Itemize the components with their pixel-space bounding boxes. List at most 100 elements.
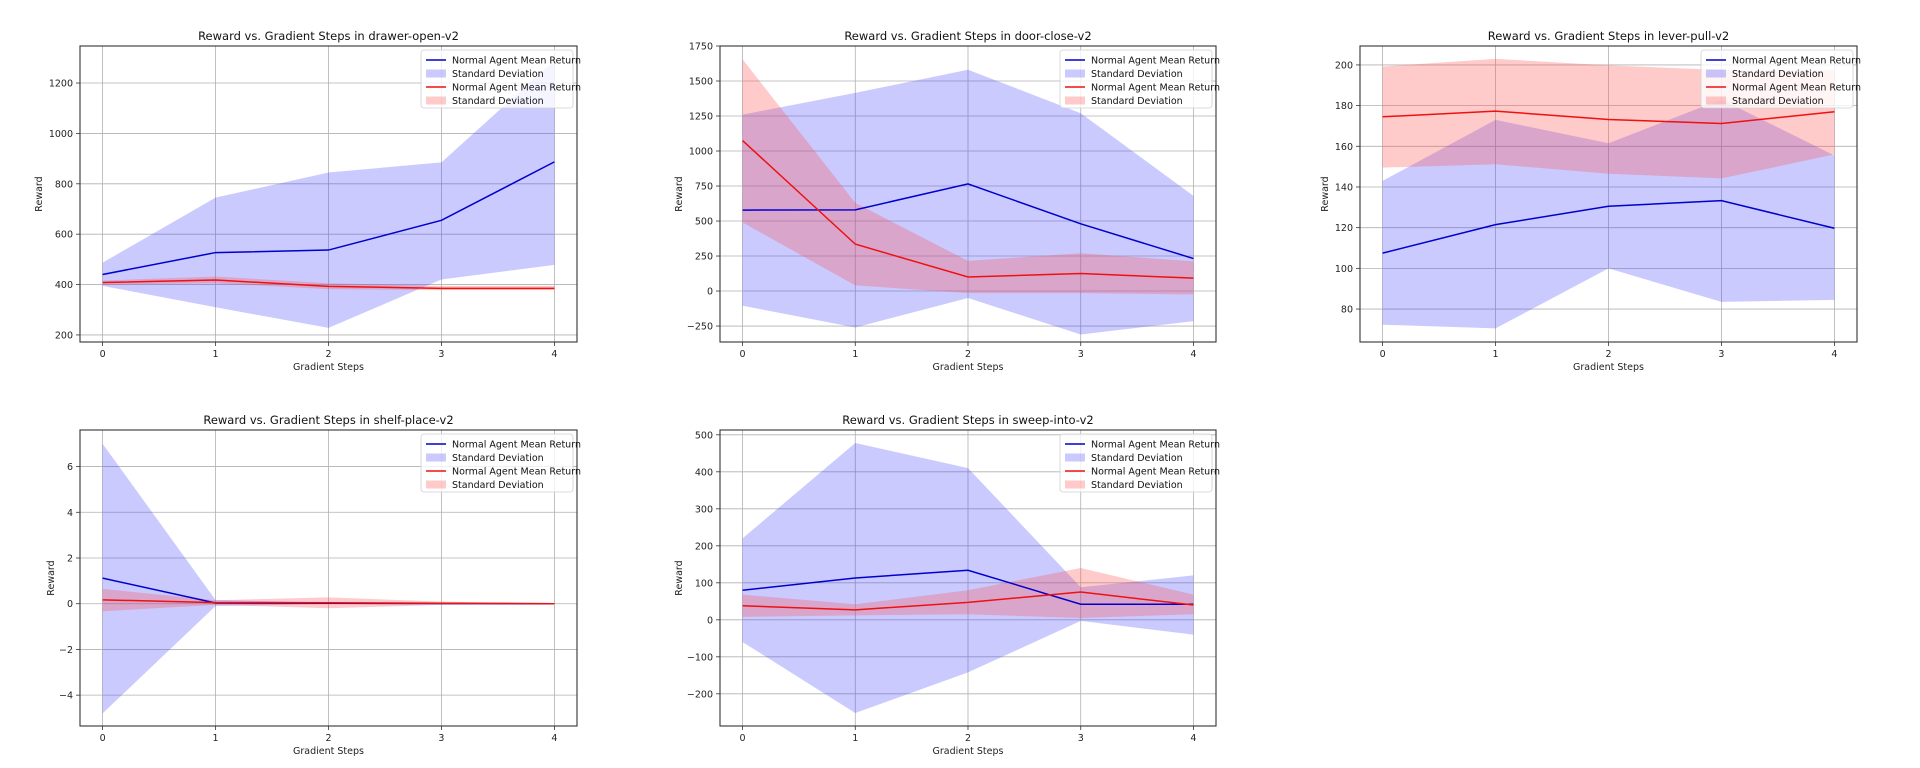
y-tick-label: 1750: [689, 42, 713, 53]
x-tick-label: 2: [1605, 349, 1611, 360]
legend-label: Normal Agent Mean Return: [452, 440, 581, 451]
x-tick-label: 2: [325, 733, 331, 744]
y-tick-label: 120: [1335, 223, 1353, 234]
x-tick-label: 0: [740, 349, 746, 360]
x-tick-label: 3: [438, 733, 444, 744]
y-tick-label: −4: [59, 691, 73, 702]
x-tick-label: 3: [1078, 733, 1084, 744]
chart-title: Reward vs. Gradient Steps in lever-pull-…: [1488, 29, 1730, 43]
y-tick-label: 500: [695, 217, 713, 228]
x-tick-label: 3: [1078, 349, 1084, 360]
y-tick-label: 0: [707, 287, 713, 298]
y-tick-label: 140: [1335, 182, 1353, 193]
legend-patch-swatch: [1065, 96, 1085, 105]
legend-label: Standard Deviation: [1091, 480, 1183, 491]
y-tick-label: 0: [67, 599, 73, 610]
x-tick-label: 2: [965, 733, 971, 744]
y-tick-label: 180: [1335, 101, 1353, 112]
y-tick-label: 160: [1335, 142, 1353, 153]
legend-label: Normal Agent Mean Return: [1091, 440, 1220, 451]
x-tick-label: 1: [1493, 349, 1499, 360]
y-tick-label: 1000: [49, 129, 73, 140]
mean-line-0: [102, 161, 555, 276]
y-tick-label: 800: [55, 179, 73, 190]
x-tick-label: 4: [1190, 349, 1196, 360]
y-axis-label: Reward: [674, 560, 685, 595]
legend-label: Standard Deviation: [1732, 69, 1824, 80]
chart-2: 0 1 2 3 4 80 100 120 140 160 180 200 Reward vs. Grad…: [1320, 29, 1861, 373]
y-axis-label: Reward: [34, 176, 45, 211]
legend-patch-swatch: [1065, 69, 1085, 78]
x-tick-label: 0: [100, 349, 106, 360]
legend-label: Standard Deviation: [452, 96, 544, 107]
y-tick-label: −250: [687, 322, 713, 333]
y-tick-label: 1250: [689, 112, 713, 123]
legend-label: Standard Deviation: [1091, 96, 1183, 107]
x-axis-label: Gradient Steps: [1573, 362, 1644, 373]
legend: Normal Agent Mean Return Standard Deviati…: [420, 433, 581, 493]
x-tick-label: 1: [213, 733, 219, 744]
x-tick-label: 4: [551, 733, 557, 744]
x-tick-label: 3: [438, 349, 444, 360]
y-tick-label: 4: [67, 508, 73, 519]
legend: Normal Agent Mean Return Standard Deviati…: [420, 49, 581, 109]
y-tick-label: 750: [695, 182, 713, 193]
x-tick-label: 1: [213, 349, 219, 360]
y-tick-label: 200: [55, 330, 73, 341]
x-tick-label: 0: [1380, 349, 1386, 360]
chart-title: Reward vs. Gradient Steps in drawer-open…: [198, 29, 459, 43]
y-tick-label: −100: [687, 652, 713, 663]
std-band-0: [102, 443, 555, 714]
x-tick-label: 4: [551, 349, 557, 360]
legend-label: Normal Agent Mean Return: [1732, 83, 1861, 94]
legend-patch-swatch: [1706, 69, 1726, 78]
std-band-0: [102, 60, 555, 328]
legend-label: Normal Agent Mean Return: [1732, 56, 1861, 67]
mean-line-1: [742, 591, 1194, 611]
chart-title: Reward vs. Gradient Steps in sweep-into-…: [842, 413, 1093, 427]
y-tick-label: 1200: [49, 79, 73, 90]
legend-label: Standard Deviation: [1091, 453, 1183, 464]
legend-label: Normal Agent Mean Return: [1091, 83, 1220, 94]
y-axis-label: Reward: [674, 176, 685, 211]
legend-box: [1059, 433, 1213, 493]
y-tick-label: 100: [695, 578, 713, 589]
mean-line-1: [742, 139, 1194, 279]
x-axis-label: Gradient Steps: [933, 362, 1004, 373]
x-axis-label: Gradient Steps: [933, 746, 1004, 757]
legend-label: Normal Agent Mean Return: [452, 467, 581, 478]
x-tick-label: 2: [325, 349, 331, 360]
legend-patch-swatch: [426, 96, 446, 105]
legend-label: Normal Agent Mean Return: [1091, 56, 1220, 67]
y-tick-label: −200: [687, 689, 713, 700]
legend-label: Standard Deviation: [452, 453, 544, 464]
legend-patch-swatch: [426, 69, 446, 78]
legend-label: Normal Agent Mean Return: [1091, 467, 1220, 478]
chart-title: Reward vs. Gradient Steps in door-close-…: [844, 29, 1091, 43]
x-tick-label: 0: [740, 733, 746, 744]
y-tick-label: 100: [1335, 264, 1353, 275]
y-tick-label: 1500: [689, 77, 713, 88]
y-tick-label: 200: [695, 541, 713, 552]
mean-line-0: [1382, 199, 1835, 254]
chart-0: 0 1 2 3 4 200 400 600 800 1000 1200 Reward vs. Grad…: [34, 29, 581, 373]
y-tick-label: 250: [695, 252, 713, 263]
y-tick-label: −2: [59, 645, 73, 656]
y-tick-label: 500: [695, 430, 713, 441]
x-tick-label: 4: [1831, 349, 1837, 360]
legend: Normal Agent Mean Return Standard Deviati…: [1059, 433, 1220, 493]
y-tick-label: 300: [695, 504, 713, 515]
x-tick-label: 0: [100, 733, 106, 744]
std-band-1: [742, 59, 1194, 295]
y-tick-label: 0: [707, 615, 713, 626]
legend: Normal Agent Mean Return Standard Deviati…: [1059, 49, 1220, 109]
legend-box: [1700, 49, 1854, 109]
legend-patch-swatch: [426, 480, 446, 489]
x-tick-label: 4: [1190, 733, 1196, 744]
legend-label: Standard Deviation: [452, 69, 544, 80]
y-tick-label: 6: [67, 462, 73, 473]
legend-label: Normal Agent Mean Return: [452, 56, 581, 67]
legend-box: [420, 49, 574, 109]
y-tick-label: 1000: [689, 147, 713, 158]
